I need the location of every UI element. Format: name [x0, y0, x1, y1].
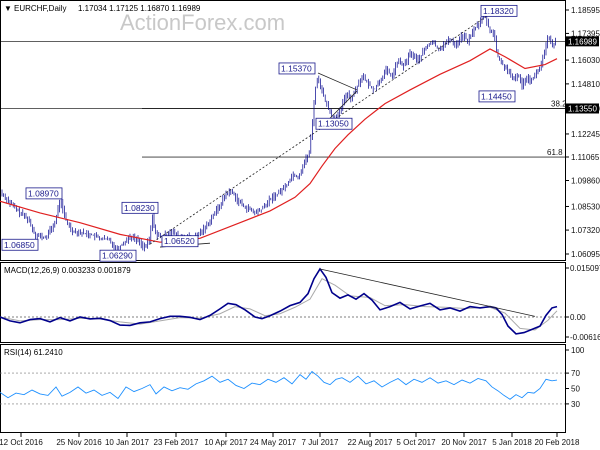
- level-box: [566, 103, 599, 114]
- rsi-y-tick-label: 50: [571, 385, 580, 394]
- annotation-box: [99, 249, 137, 262]
- annotation-label: 1.18320: [483, 6, 514, 16]
- y-tick-label: 1.09860: [571, 177, 600, 186]
- annotation-box: [25, 187, 63, 200]
- x-tick-label: 22 Aug 2017: [348, 438, 393, 447]
- annotation-label: 1.13050: [318, 119, 349, 129]
- x-tick-label: 10 Apr 2017: [204, 438, 248, 447]
- annotation-label: 1.15370: [281, 63, 312, 73]
- current-price-box: [566, 36, 599, 47]
- price-plot: 1.18595 1.17395 1.16030 1.14810 1.13550 1.122…: [0, 4, 600, 262]
- watermark: ActionForex.com: [120, 10, 285, 35]
- annotation-label: 1.06850: [4, 240, 35, 250]
- y-tick-label: 1.08530: [571, 202, 600, 211]
- annotation-label: 1.06520: [164, 236, 195, 246]
- y-tick-label: 1.11065: [571, 153, 600, 162]
- x-tick-label: 7 Jul 2017: [302, 438, 339, 447]
- x-axis: 12 Oct 2016 25 Nov 2016 10 Jan 2017 23 Feb …: [0, 433, 580, 447]
- x-tick-label: 20 Feb 2018: [535, 438, 580, 447]
- annotation-label: 1.08230: [124, 203, 155, 213]
- macd-trendline: [319, 268, 536, 317]
- price-header-symbol: EURCHF,Daily: [14, 4, 66, 13]
- current-price-label: 1.16989: [568, 37, 597, 46]
- annotation-label: 1.06290: [102, 251, 133, 261]
- x-tick-label: 12 Oct 2016: [0, 438, 43, 447]
- y-tick-label: 1.17395: [571, 29, 600, 38]
- annotation-label: 1.08970: [28, 188, 59, 198]
- rsi-line: [0, 370, 558, 400]
- y-tick-label: 1.07320: [571, 226, 600, 235]
- y-tick-label: 1.18595: [571, 6, 600, 15]
- y-tick-label: 1.16030: [571, 56, 600, 65]
- rsi-y-tick-label: 70: [571, 369, 580, 378]
- price-panel: [0, 0, 566, 261]
- price-header-ohlc: 1.17034 1.17125 1.16870 1.16989: [78, 4, 201, 13]
- x-tick-label: 24 May 2017: [250, 438, 297, 447]
- macd-line: [0, 267, 558, 335]
- x-tick-label: 10 Jan 2017: [105, 438, 150, 447]
- x-tick-label: 23 Feb 2017: [154, 438, 199, 447]
- macd-y-tick-label: 0.00: [570, 313, 586, 322]
- trendline-dashed: [149, 15, 489, 245]
- level-label: 1.13550: [568, 104, 597, 113]
- annotation-box: [161, 235, 199, 248]
- y-tick-label: 1.06095: [571, 250, 600, 259]
- x-tick-label: 25 Nov 2016: [56, 438, 102, 447]
- x-tick-label: 5 Jan 2018: [492, 438, 532, 447]
- fib-label: 61.8: [547, 148, 563, 157]
- rsi-panel: [0, 344, 566, 433]
- x-tick-label: 20 Nov 2017: [441, 438, 487, 447]
- macd-y-tick-label: -0.006163: [570, 333, 600, 342]
- moving-average-line: [0, 48, 558, 243]
- annotation-box: [1, 238, 39, 251]
- triangle-lower: [329, 90, 358, 119]
- y-tick-label: 1.12245: [571, 130, 600, 139]
- triangle-upper: [317, 72, 358, 91]
- annotation-box: [278, 62, 316, 75]
- rsi-header: RSI(14) 61.2410: [4, 348, 63, 357]
- x-tick-label: 5 Oct 2017: [396, 438, 436, 447]
- header-dropdown-icon[interactable]: ▼: [4, 4, 12, 13]
- annotation-box: [121, 201, 159, 214]
- macd-y-tick-label: 0.015097: [570, 264, 600, 273]
- macd-header: MACD(12,26,9) 0.003233 0.001879: [4, 266, 131, 275]
- fib-label: 38.2: [551, 99, 567, 108]
- macd-plot: 0.015097 0.00 -0.006163: [0, 264, 600, 342]
- annotation-box: [478, 90, 516, 103]
- rsi-y-tick-label: 30: [571, 400, 580, 409]
- annotation-box: [315, 117, 353, 130]
- annotation-label: 1.14450: [481, 91, 512, 101]
- annotation-box: [480, 4, 518, 17]
- rsi-y-tick-label: 100: [571, 346, 585, 355]
- y-tick-label: 1.14810: [571, 80, 600, 89]
- rsi-plot: 100 70 50 30: [0, 346, 585, 409]
